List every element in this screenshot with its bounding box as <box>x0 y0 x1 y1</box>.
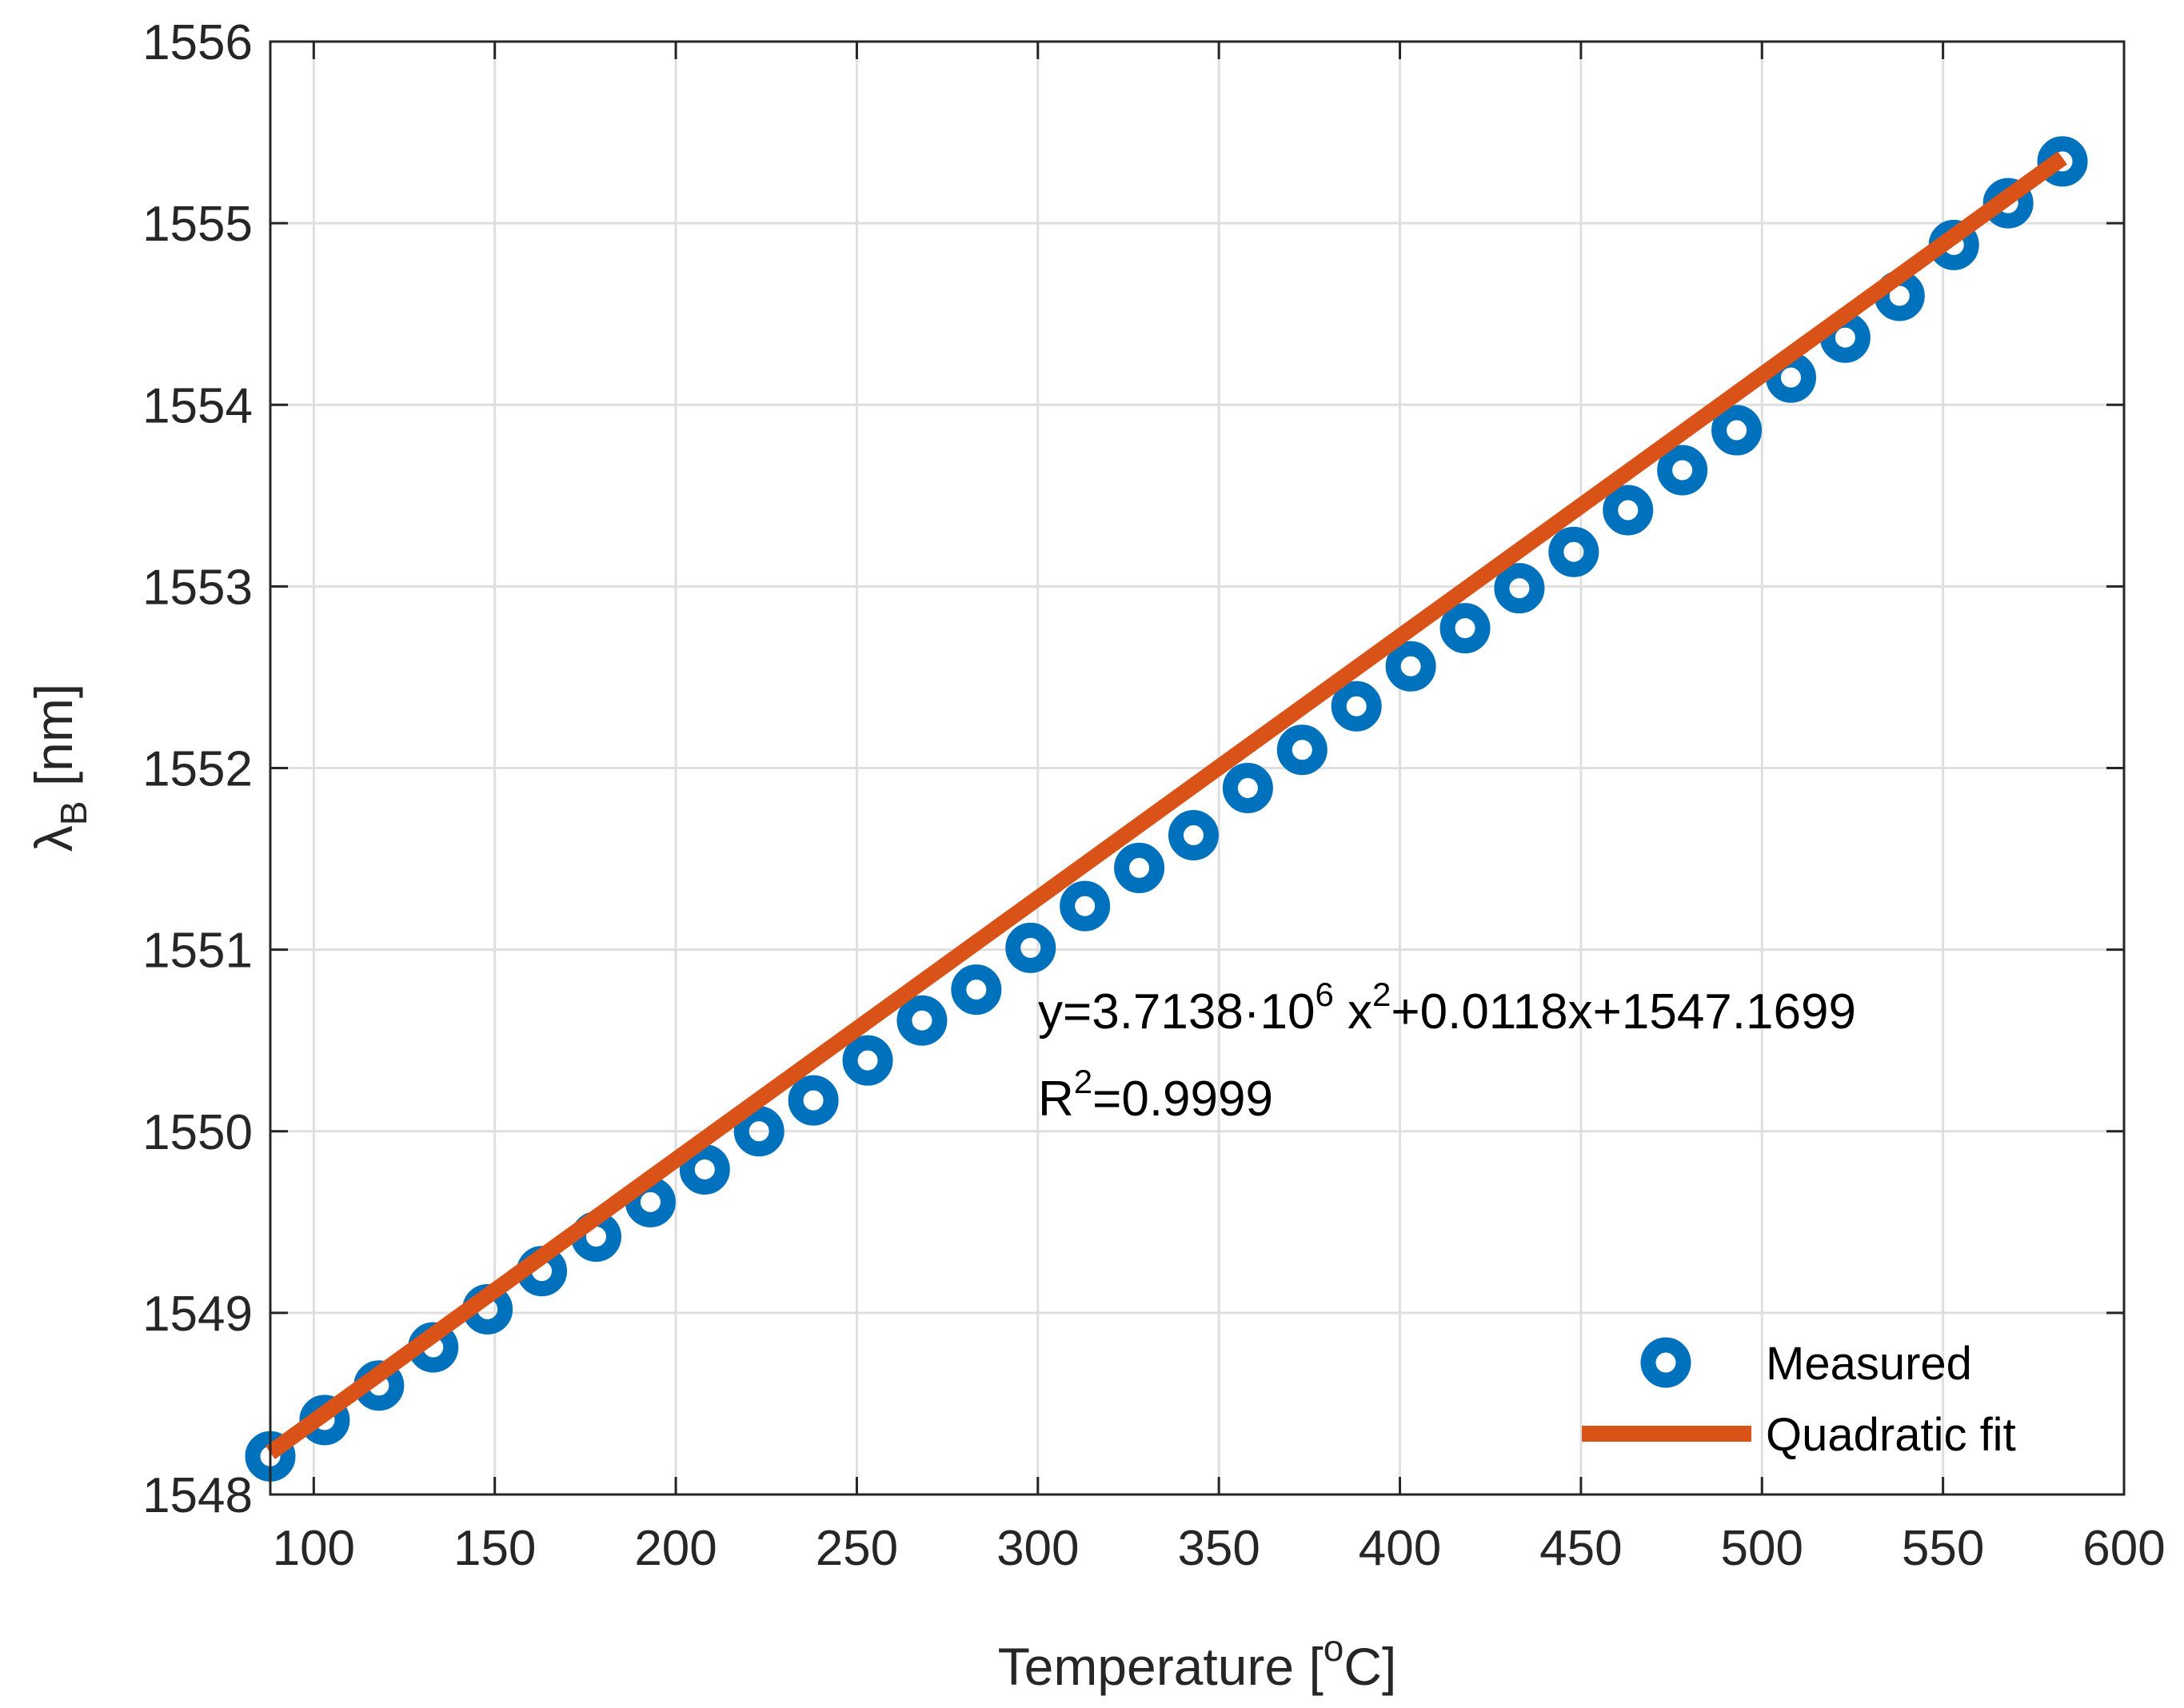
measured-point <box>1711 405 1763 456</box>
y-tick-label: 1556 <box>142 15 253 70</box>
legend-measured-marker <box>1640 1337 1691 1388</box>
measured-point <box>1168 810 1219 861</box>
legend-fit-label: Quadratic fit <box>1766 1409 2016 1461</box>
quadratic-fit-layer <box>266 151 2067 1459</box>
measured-point <box>1439 603 1491 654</box>
x-tick-label: 450 <box>1539 1521 1622 1576</box>
measured-point <box>1114 842 1165 893</box>
quadratic-fit-line <box>266 151 2067 1459</box>
measured-point <box>1657 445 1708 496</box>
measured-point <box>1603 485 1654 536</box>
axis-ticks: 100 150 200 250 300 350 400 450 500 550 600 1548 154… <box>142 15 2166 1576</box>
measured-point <box>842 1035 893 1086</box>
y-tick-label: 1552 <box>142 742 253 797</box>
measured-point <box>1494 563 1545 614</box>
y-tick-label: 1553 <box>142 560 253 615</box>
x-tick-label: 500 <box>1721 1521 1803 1576</box>
y-tick-label: 1549 <box>142 1287 253 1342</box>
y-axis-title: λB [nm] <box>24 684 94 852</box>
x-tick-label: 100 <box>273 1521 355 1576</box>
x-tick-label: 400 <box>1359 1521 1441 1576</box>
measured-point <box>679 1143 730 1195</box>
measured-point <box>951 964 1002 1016</box>
r-squared: R2=0.9999 <box>1038 1063 1273 1127</box>
y-tick-label: 1554 <box>142 378 253 433</box>
measured-point <box>1331 680 1382 732</box>
x-tick-label: 200 <box>634 1521 717 1576</box>
y-tick-label: 1548 <box>142 1468 253 1523</box>
measured-point <box>733 1106 785 1157</box>
y-tick-label: 1555 <box>142 197 253 252</box>
x-tick-label: 300 <box>996 1521 1079 1576</box>
x-axis-title: Temperature [oC] <box>998 1627 1397 1696</box>
legend-measured-label: Measured <box>1766 1338 1972 1390</box>
legend: Measured Quadratic fit <box>1582 1337 2016 1461</box>
measured-point <box>1276 724 1328 776</box>
measured-point <box>1548 526 1599 577</box>
measured-point <box>1060 880 1111 932</box>
x-tick-label: 250 <box>816 1521 898 1576</box>
y-tick-label: 1550 <box>142 1105 253 1160</box>
measured-point <box>1385 640 1436 692</box>
y-tick-label: 1551 <box>142 924 253 979</box>
fit-equation: y=3.7138·106 x2+0.0118x+1547.1699 <box>1038 976 1856 1040</box>
measured-point <box>896 995 948 1046</box>
measured-point <box>1005 922 1056 973</box>
x-tick-label: 350 <box>1177 1521 1260 1576</box>
measured-point <box>1222 762 1273 813</box>
x-tick-label: 550 <box>1902 1521 1984 1576</box>
x-tick-label: 600 <box>2082 1521 2165 1576</box>
x-tick-label: 150 <box>453 1521 536 1576</box>
measured-point <box>788 1075 839 1126</box>
